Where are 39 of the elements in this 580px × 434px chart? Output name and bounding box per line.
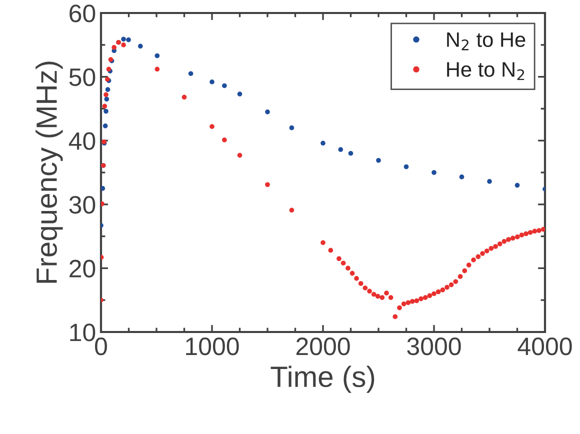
y-tick-label: 60 — [70, 4, 96, 22]
point — [265, 109, 270, 114]
y-tick-label: 10 — [70, 324, 96, 342]
point — [237, 92, 242, 96]
x-axis-title: Time (s) — [270, 366, 374, 393]
point — [138, 44, 143, 49]
point — [104, 108, 108, 114]
y-tick-label: 40 — [68, 132, 96, 150]
point — [348, 150, 354, 156]
point — [320, 140, 326, 146]
point — [404, 164, 409, 170]
y-tick-label: 50 — [69, 68, 96, 86]
y-tick-label: 20 — [70, 260, 96, 278]
point — [126, 37, 131, 42]
point — [432, 170, 436, 175]
legend-label: N$_{2}$ to He — [447, 32, 526, 50]
x-tick-label: 3000 — [407, 338, 461, 356]
point — [338, 147, 344, 152]
x-tick-label: 2000 — [296, 338, 350, 356]
x-tick-label: 0 — [95, 338, 107, 356]
x-tick-label: 1000 — [186, 338, 239, 356]
point — [104, 96, 110, 102]
point — [289, 125, 294, 130]
point — [102, 124, 108, 128]
point — [222, 83, 227, 88]
point — [487, 179, 492, 184]
point — [376, 158, 381, 163]
point — [459, 174, 464, 180]
point — [101, 186, 106, 191]
point — [154, 53, 160, 58]
y-tick-label: 30 — [69, 196, 96, 214]
point — [210, 80, 214, 84]
point — [121, 36, 126, 42]
x-tick-label: 4000 — [518, 338, 572, 356]
y-axis-title: Frequency (MHz) — [36, 62, 63, 283]
point — [514, 182, 520, 188]
point — [188, 71, 194, 76]
legend-label: He to N$_{2}$ — [447, 62, 524, 80]
point — [105, 87, 110, 92]
